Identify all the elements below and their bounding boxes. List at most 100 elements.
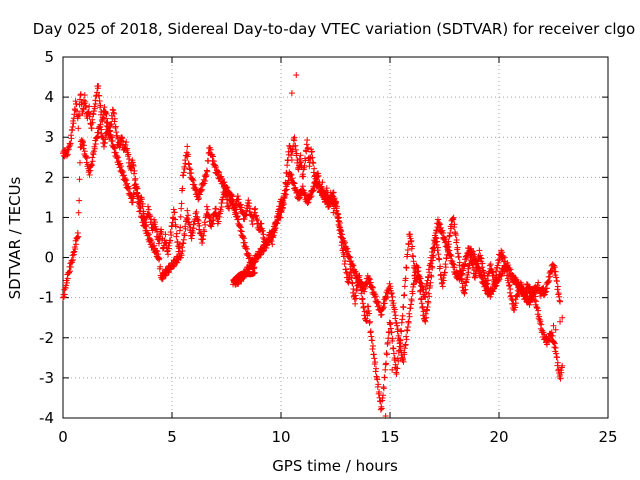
- data-point: [224, 184, 231, 191]
- data-point: [459, 270, 466, 277]
- data-point: [526, 301, 533, 308]
- data-point: [184, 207, 191, 214]
- data-point: [72, 246, 79, 253]
- data-point: [391, 355, 398, 362]
- data-point: [91, 105, 98, 112]
- data-point: [322, 193, 329, 200]
- data-point: [157, 263, 164, 270]
- data-point: [89, 119, 96, 126]
- data-point: [120, 169, 127, 176]
- data-point: [277, 214, 284, 221]
- data-point: [349, 280, 356, 287]
- data-point: [297, 159, 304, 166]
- data-point: [131, 167, 138, 174]
- data-point: [221, 179, 228, 186]
- data-point: [470, 261, 477, 268]
- data-point: [389, 335, 396, 342]
- data-point: [441, 269, 448, 276]
- data-point: [292, 146, 299, 153]
- data-point: [548, 329, 555, 336]
- data-point: [96, 92, 103, 99]
- data-point: [126, 185, 133, 192]
- data-point: [179, 185, 186, 192]
- data-point: [177, 213, 184, 220]
- data-point: [107, 133, 114, 140]
- data-point: [91, 145, 98, 152]
- data-point: [557, 298, 564, 305]
- data-point: [369, 283, 376, 290]
- data-point: [235, 216, 242, 223]
- data-point: [139, 214, 146, 221]
- data-point: [310, 187, 317, 194]
- y-tick-label: -2: [39, 329, 54, 347]
- data-point: [74, 115, 81, 122]
- data-point: [183, 214, 190, 221]
- data-point: [248, 263, 255, 270]
- data-point: [473, 257, 480, 264]
- data-point: [138, 214, 145, 221]
- data-point: [145, 203, 152, 210]
- data-point: [281, 193, 288, 200]
- data-point: [111, 110, 118, 117]
- data-point: [226, 189, 233, 196]
- data-point: [543, 285, 550, 292]
- data-point: [436, 256, 443, 263]
- data-point: [381, 374, 388, 381]
- data-point: [443, 238, 450, 245]
- data-point: [454, 244, 461, 251]
- data-point: [123, 139, 130, 146]
- data-point: [380, 392, 387, 399]
- data-point: [380, 304, 387, 311]
- data-point: [380, 385, 387, 392]
- data-point: [363, 317, 370, 324]
- data-point: [383, 360, 390, 367]
- data-point: [409, 290, 416, 297]
- data-point: [537, 318, 544, 325]
- data-point: [445, 244, 452, 251]
- data-point: [330, 189, 337, 196]
- data-point: [64, 275, 71, 282]
- data-point: [153, 225, 160, 232]
- data-point: [399, 312, 406, 319]
- data-point: [140, 217, 147, 224]
- axis-ticks: [62, 56, 609, 419]
- data-point: [111, 145, 118, 152]
- data-point: [209, 220, 216, 227]
- data-point: [552, 268, 559, 275]
- data-point: [192, 184, 199, 191]
- data-point: [374, 298, 381, 305]
- data-point: [132, 175, 139, 182]
- data-point: [257, 252, 264, 259]
- data-point: [492, 283, 499, 290]
- data-point: [247, 205, 254, 212]
- data-point: [403, 264, 410, 271]
- x-tick-label: 20: [489, 428, 508, 446]
- data-point: [227, 192, 234, 199]
- data-point: [304, 137, 311, 144]
- data-point: [76, 197, 83, 204]
- data-point: [537, 293, 544, 300]
- data-point: [131, 191, 138, 198]
- data-point: [165, 245, 172, 252]
- data-point: [103, 123, 110, 130]
- data-point: [287, 170, 294, 177]
- data-point: [436, 220, 443, 227]
- data-point: [465, 269, 472, 276]
- data-point: [293, 72, 300, 79]
- data-point: [80, 139, 87, 146]
- data-point: [111, 115, 118, 122]
- data-point: [215, 168, 222, 175]
- data-point: [232, 206, 239, 213]
- data-point: [371, 355, 378, 362]
- data-point: [479, 260, 486, 267]
- data-point: [159, 275, 166, 282]
- data-point: [88, 162, 95, 169]
- data-point: [249, 221, 256, 228]
- data-point: [392, 312, 399, 319]
- y-tick-label: 1: [44, 208, 54, 226]
- data-point: [105, 127, 112, 134]
- data-point: [76, 111, 83, 118]
- data-point: [181, 165, 188, 172]
- data-point: [213, 205, 220, 212]
- data-point: [358, 279, 365, 286]
